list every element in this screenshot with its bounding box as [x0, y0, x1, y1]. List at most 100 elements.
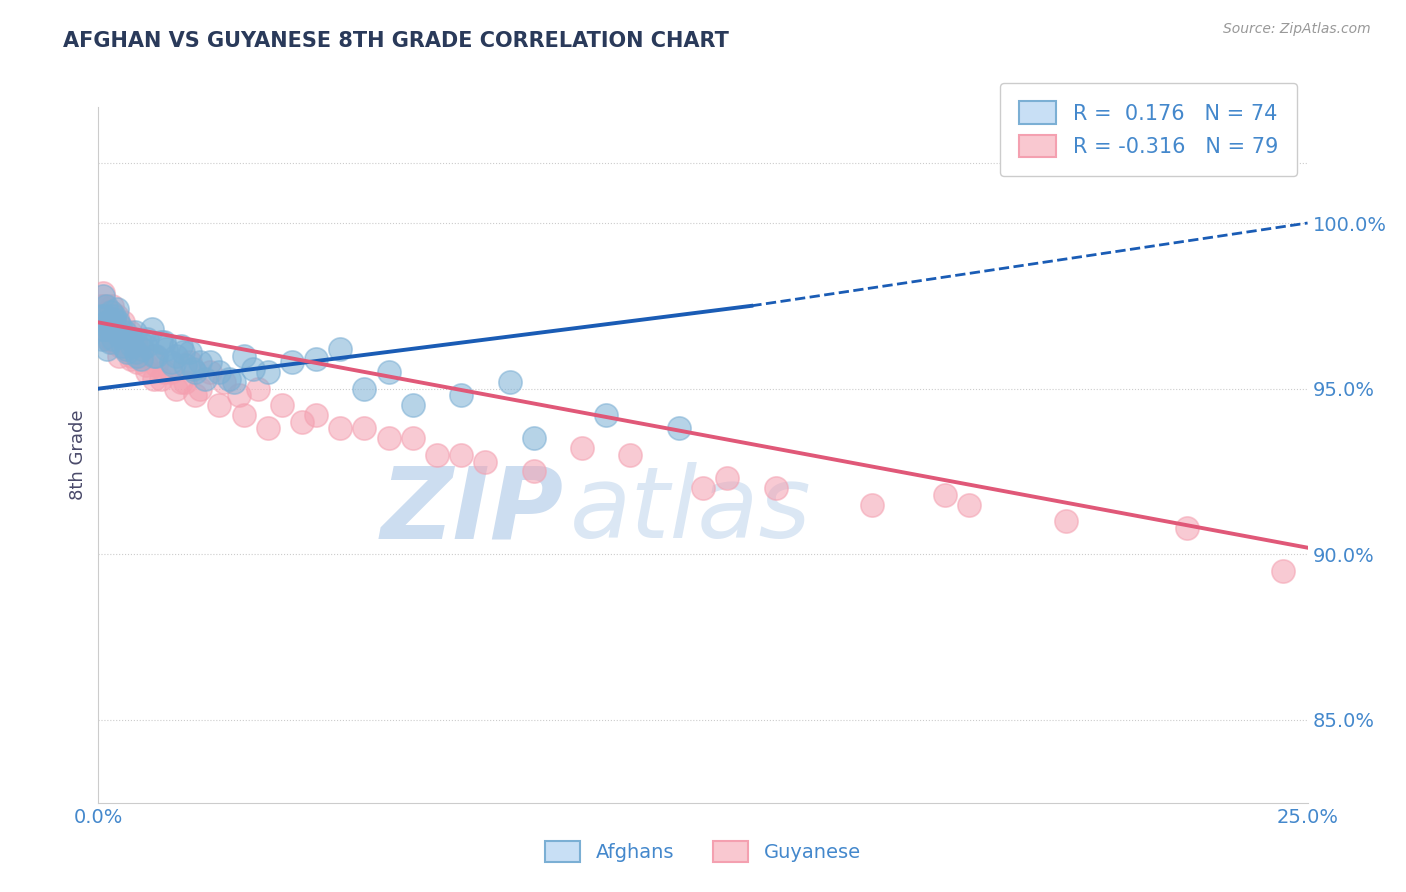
Point	[172, 345, 194, 359]
Point	[121, 349, 143, 363]
Point	[129, 351, 152, 366]
Point	[179, 355, 201, 369]
Point	[290, 415, 312, 429]
Point	[174, 375, 197, 389]
Point	[100, 305, 122, 319]
Point	[152, 365, 174, 379]
Point	[329, 421, 352, 435]
Point	[90, 309, 112, 323]
Point	[93, 322, 115, 336]
Point	[103, 309, 125, 323]
Point	[105, 302, 128, 317]
Point	[120, 351, 142, 366]
Point	[523, 431, 546, 445]
Point	[222, 375, 245, 389]
Point	[94, 309, 117, 323]
Point	[1175, 521, 1198, 535]
Point	[103, 315, 125, 329]
Point	[305, 351, 328, 366]
Text: atlas: atlas	[569, 462, 811, 559]
Point	[120, 332, 142, 346]
Point	[131, 342, 153, 356]
Point	[174, 359, 197, 373]
Point	[107, 349, 129, 363]
Point	[100, 312, 122, 326]
Point	[131, 342, 153, 356]
Point	[107, 315, 129, 329]
Point	[668, 421, 690, 435]
Point	[194, 372, 217, 386]
Point	[141, 322, 163, 336]
Point	[115, 342, 138, 356]
Point	[127, 355, 149, 369]
Point	[160, 365, 183, 379]
Point	[571, 442, 593, 456]
Point	[124, 332, 146, 346]
Point	[135, 338, 157, 352]
Text: AFGHAN VS GUYANESE 8TH GRADE CORRELATION CHART: AFGHAN VS GUYANESE 8TH GRADE CORRELATION…	[63, 31, 730, 51]
Point	[103, 312, 125, 326]
Point	[143, 349, 166, 363]
Point	[91, 289, 114, 303]
Point	[118, 332, 141, 346]
Point	[93, 309, 115, 323]
Point	[111, 338, 134, 352]
Point	[101, 332, 124, 346]
Point	[208, 365, 231, 379]
Point	[111, 335, 134, 350]
Point	[103, 322, 125, 336]
Point	[228, 388, 250, 402]
Point	[150, 372, 173, 386]
Point	[121, 338, 143, 352]
Point	[115, 342, 138, 356]
Point	[179, 345, 201, 359]
Point	[96, 332, 118, 346]
Point	[98, 332, 121, 346]
Point	[523, 465, 546, 479]
Point	[125, 345, 148, 359]
Point	[135, 365, 157, 379]
Point	[91, 332, 114, 346]
Point	[957, 498, 980, 512]
Point	[97, 305, 120, 319]
Point	[100, 322, 122, 336]
Point	[104, 328, 127, 343]
Text: Source: ZipAtlas.com: Source: ZipAtlas.com	[1223, 22, 1371, 37]
Point	[377, 431, 399, 445]
Point	[256, 421, 278, 435]
Point	[198, 365, 221, 379]
Point	[93, 299, 115, 313]
Point	[247, 382, 270, 396]
Point	[93, 315, 115, 329]
Point	[184, 365, 207, 379]
Point	[108, 318, 131, 333]
Text: ZIP: ZIP	[381, 462, 564, 559]
Point	[96, 315, 118, 329]
Point	[98, 322, 121, 336]
Point	[716, 471, 738, 485]
Point	[426, 448, 449, 462]
Point	[101, 335, 124, 350]
Point	[90, 309, 112, 323]
Point	[104, 322, 127, 336]
Point	[692, 481, 714, 495]
Point	[98, 322, 121, 336]
Point	[474, 454, 496, 468]
Point	[281, 355, 304, 369]
Point	[165, 382, 187, 396]
Point	[242, 361, 264, 376]
Point	[329, 342, 352, 356]
Point	[450, 448, 472, 462]
Point	[232, 349, 254, 363]
Point	[94, 299, 117, 313]
Point	[91, 322, 114, 336]
Point	[135, 332, 157, 346]
Point	[107, 328, 129, 343]
Point	[402, 431, 425, 445]
Point	[208, 398, 231, 412]
Point	[595, 408, 617, 422]
Point	[143, 372, 166, 386]
Point	[145, 359, 167, 373]
Point	[96, 315, 118, 329]
Point	[108, 338, 131, 352]
